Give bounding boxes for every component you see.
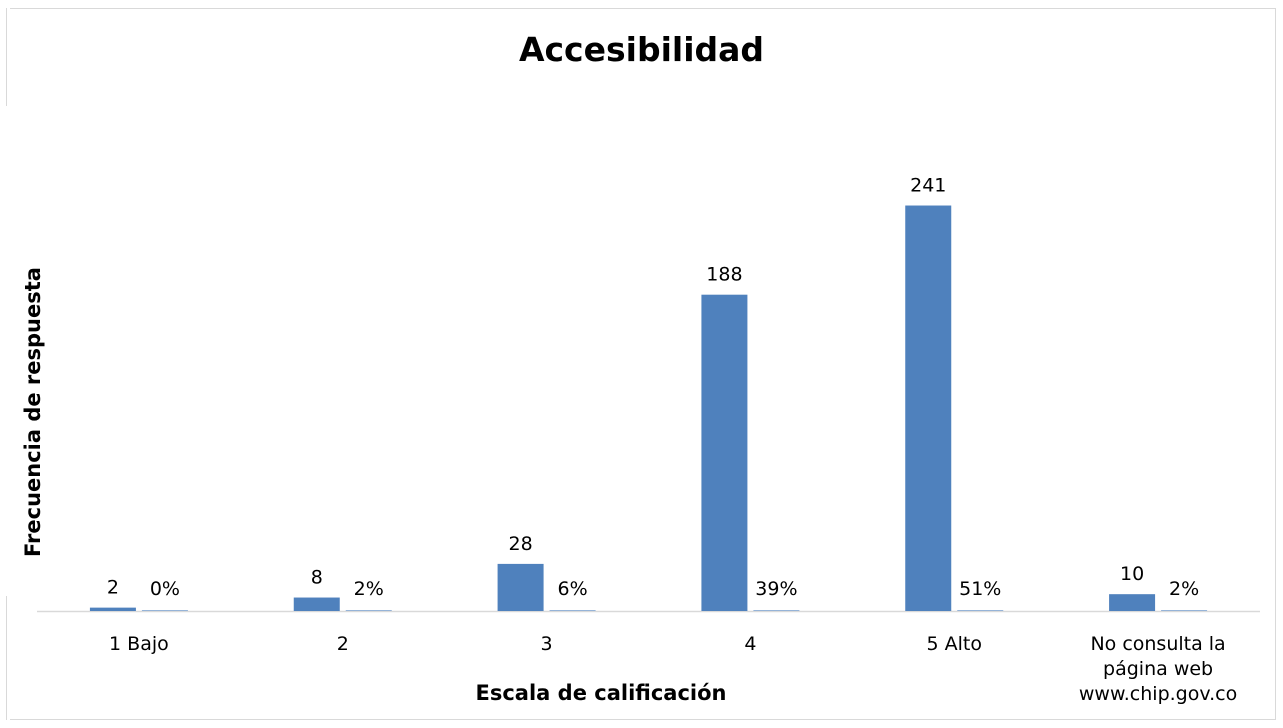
edge-mask xyxy=(0,0,10,728)
bar-percentage xyxy=(957,610,1004,611)
x-axis-title: Escala de calificación xyxy=(475,681,727,705)
x-tick-label: 5 Alto xyxy=(927,633,982,655)
chart-title: Accesibilidad xyxy=(518,30,765,69)
bar-percentage xyxy=(345,610,392,611)
frame-edge-top xyxy=(6,8,7,106)
data-label-percentage: 2% xyxy=(354,578,384,600)
frame-edge-bottom xyxy=(6,596,7,720)
data-label-percentage: 0% xyxy=(150,578,180,600)
bar-frequency xyxy=(701,294,748,611)
data-label-percentage: 39% xyxy=(755,578,797,600)
x-tick-label: página web xyxy=(1103,658,1213,680)
data-label-frequency: 10 xyxy=(1120,563,1144,585)
bar-frequency xyxy=(1109,594,1156,611)
data-label-frequency: 2 xyxy=(107,577,119,599)
data-label-frequency: 8 xyxy=(311,567,323,589)
data-label-frequency: 241 xyxy=(910,175,946,197)
x-tick-label: 1 Bajo xyxy=(109,633,169,655)
x-tick-label: 4 xyxy=(744,633,756,655)
data-label-percentage: 6% xyxy=(558,578,588,600)
bar-frequency xyxy=(905,205,952,611)
bar-frequency xyxy=(497,563,544,611)
x-tick-label: No consulta la xyxy=(1090,633,1225,655)
bar-percentage xyxy=(141,610,188,611)
bar-percentage xyxy=(1161,610,1208,611)
data-label-percentage: 51% xyxy=(959,578,1001,600)
bar-frequency xyxy=(293,597,340,611)
data-label-frequency: 28 xyxy=(508,533,532,555)
x-tick-label: 3 xyxy=(541,633,553,655)
bar-frequency xyxy=(89,607,136,611)
data-label-frequency: 188 xyxy=(706,264,742,286)
x-tick-label: www.chip.gov.co xyxy=(1079,683,1237,705)
bar-percentage xyxy=(549,610,596,611)
x-tick-label: 2 xyxy=(337,633,349,655)
data-label-percentage: 2% xyxy=(1169,578,1199,600)
bar-percentage xyxy=(753,610,800,611)
